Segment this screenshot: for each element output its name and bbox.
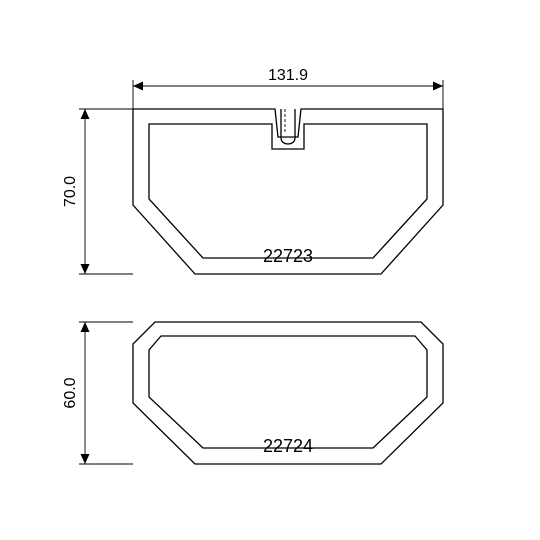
bot-pad-label: 22724: [263, 436, 313, 456]
width-dim-value: 131.9: [268, 67, 308, 84]
top-height-value: 70.0: [62, 176, 79, 207]
top-pad-label: 22723: [263, 246, 313, 266]
bot-height-value: 60.0: [62, 377, 79, 408]
